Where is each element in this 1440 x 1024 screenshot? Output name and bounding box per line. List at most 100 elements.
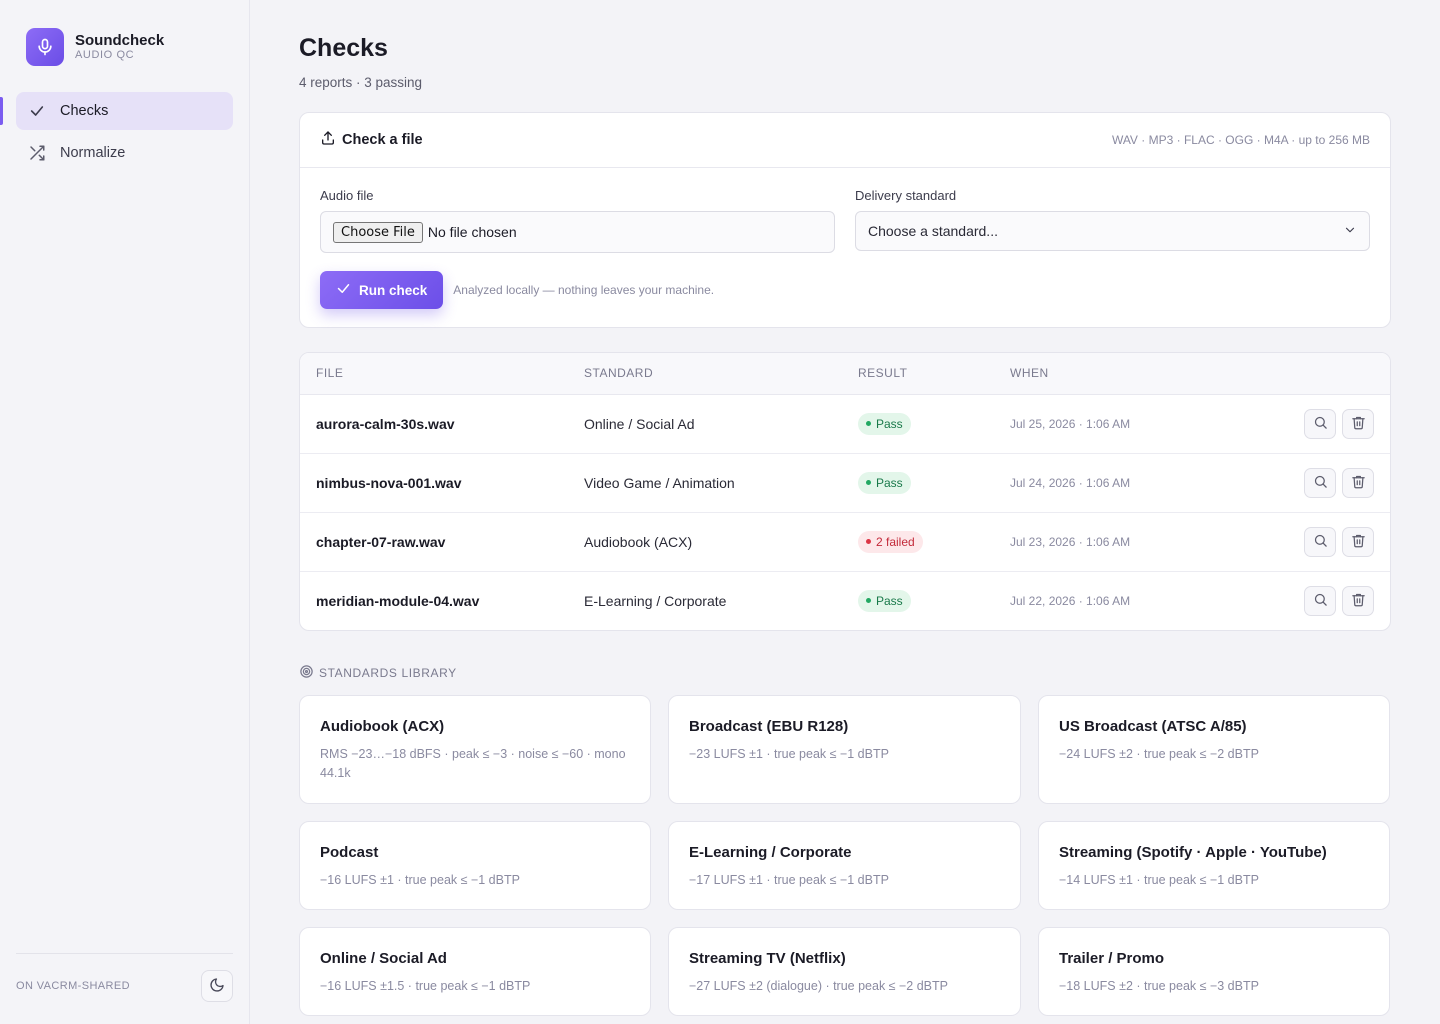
standard-card[interactable]: Streaming TV (Netflix) −27 LUFS ±2 (dial… [668,927,1021,1016]
standard-card[interactable]: Broadcast (EBU R128) −23 LUFS ±1 · true … [668,695,1021,804]
delivery-standard-label: Delivery standard [855,188,957,203]
run-check-label: Run check [359,282,428,298]
standard-card[interactable]: Audiobook (ACX) RMS −23…−18 dBFS · peak … [299,695,651,804]
standard-spec: −14 LUFS ±1 · true peak ≤ −1 dBTP [1059,873,1259,887]
row-timestamp: Jul 22, 2026 · 1:06 AM [1010,593,1131,608]
delivery-standard-value: Choose a standard... [868,223,998,239]
standard-card[interactable]: E-Learning / Corporate −17 LUFS ±1 · tru… [668,821,1021,910]
row-file-name: aurora-calm-30s.wav [300,394,584,454]
standard-spec: RMS −23…−18 dBFS · peak ≤ −3 · noise ≤ −… [320,747,626,781]
delete-report-button[interactable] [1342,467,1374,498]
standard-card[interactable]: Streaming (Spotify · Apple · YouTube) −1… [1038,821,1390,910]
search-icon [1313,533,1328,551]
standard-name: Audiobook (ACX) [320,718,445,735]
row-timestamp: Jul 24, 2026 · 1:06 AM [1010,453,1226,513]
delivery-standard-select[interactable]: Choose a standard... [855,211,1370,251]
row-file-name: chapter-07-raw.wav [300,512,584,572]
column-header-when: WHEN [1010,353,1226,395]
standard-card[interactable]: US Broadcast (ATSC A/85) −24 LUFS ±2 · t… [1038,695,1390,804]
app-name: Soundcheck [75,32,165,50]
audio-file-input[interactable]: Choose File No file chosen [320,211,835,253]
standard-name: US Broadcast (ATSC A/85) [1059,718,1247,735]
brand[interactable]: Soundcheck AUDIO QC [16,28,233,66]
standard-spec: −18 LUFS ±2 · true peak ≤ −3 dBTP [1059,979,1259,993]
file-status: No file chosen [427,224,517,240]
column-header-result: RESULT [858,353,1010,395]
search-icon [1313,474,1328,492]
status-badge-label: 2 failed [876,534,915,549]
chevron-down-icon [1343,223,1357,240]
row-timestamp: Jul 23, 2026 · 1:06 AM [1010,512,1226,572]
row-standard: Audiobook (ACX) [584,512,858,572]
check-file-header: Check a file WAV · MP3 · FLAC · OGG · M4… [300,113,1390,168]
status-badge-label: Pass [876,593,903,608]
standard-card[interactable]: Podcast −16 LUFS ±1 · true peak ≤ −1 dBT… [299,821,651,910]
standard-spec: −16 LUFS ±1 · true peak ≤ −1 dBTP [320,873,520,887]
table-header-row: FILE STANDARD RESULT WHEN [300,353,1390,395]
search-icon [1313,415,1328,433]
row-standard: Online / Social Ad [584,394,858,454]
microphone-icon [26,28,64,66]
trash-icon [1351,474,1366,492]
standard-name: Trailer / Promo [1059,950,1165,967]
check-file-title: Check a file [342,132,423,148]
privacy-hint: Analyzed locally — nothing leaves your m… [453,283,715,297]
standards-grid: Audiobook (ACX) RMS −23…−18 dBFS · peak … [299,695,1391,1016]
reports-table-card: FILE STANDARD RESULT WHEN aurora-calm-30… [299,352,1391,631]
page-title: Checks [299,34,388,62]
sidebar-nav: Checks Normalize [0,92,233,172]
main-content: Checks 4 reports · 3 passing Check a fil… [250,0,1440,1024]
view-report-button[interactable] [1304,526,1336,557]
environment-label: ON VACRM-SHARED [16,980,130,992]
row-standard: E-Learning / Corporate [584,592,727,609]
delete-report-button[interactable] [1342,526,1374,557]
run-check-button[interactable]: Run check [320,271,444,309]
standard-card[interactable]: Online / Social Ad −16 LUFS ±1.5 · true … [299,927,651,1016]
view-report-button[interactable] [1304,408,1336,439]
row-file-name: nimbus-nova-001.wav [300,453,584,513]
status-badge: Pass [858,471,911,494]
status-badge: Pass [858,589,911,612]
standard-spec: −23 LUFS ±1 · true peak ≤ −1 dBTP [689,747,889,761]
check-icon [28,102,46,120]
table-row: nimbus-nova-001.wav Video Game / Animati… [300,453,1390,513]
standard-spec: −27 LUFS ±2 (dialogue) · true peak ≤ −2 … [689,979,948,993]
column-header-standard: STANDARD [584,353,858,395]
theme-toggle-button[interactable] [201,970,233,1002]
standard-card[interactable]: Trailer / Promo −18 LUFS ±2 · true peak … [1038,927,1390,1016]
view-report-button[interactable] [1304,585,1336,616]
status-badge-label: Pass [876,475,903,490]
row-file-name: meridian-module-04.wav [316,592,480,609]
standard-name: Streaming TV (Netflix) [689,950,846,967]
delete-report-button[interactable] [1342,585,1374,616]
standard-spec: −16 LUFS ±1.5 · true peak ≤ −1 dBTP [320,979,531,993]
standard-name: Online / Social Ad [320,950,447,967]
table-row: meridian-module-04.wav E-Learning / Corp… [300,571,1390,630]
status-badge: Pass [858,412,911,435]
sidebar-item-normalize[interactable]: Normalize [16,134,233,172]
choose-file-button[interactable]: Choose File [333,221,423,243]
moon-icon [209,977,225,996]
standard-name: Streaming (Spotify · Apple · YouTube) [1059,844,1327,861]
row-timestamp: Jul 25, 2026 · 1:06 AM [1010,394,1226,454]
search-icon [1313,592,1328,610]
standards-library-title: STANDARDS LIBRARY [319,666,457,680]
sidebar-item-checks[interactable]: Checks [0,92,233,130]
sidebar-item-label: Normalize [60,145,126,161]
shuffle-icon [28,144,46,162]
delete-report-button[interactable] [1342,408,1374,439]
status-badge-label: Pass [876,416,903,431]
row-standard: Video Game / Animation [584,453,858,513]
sidebar-footer: ON VACRM-SHARED [16,953,233,1002]
trash-icon [1351,415,1366,433]
check-file-card: Check a file WAV · MP3 · FLAC · OGG · M4… [299,112,1391,328]
standard-spec: −17 LUFS ±1 · true peak ≤ −1 dBTP [689,873,889,887]
check-icon [336,281,351,299]
sidebar: Soundcheck AUDIO QC Checks Normalize [0,0,250,1024]
status-badge: 2 failed [858,530,923,553]
upload-icon [320,130,336,150]
standard-name: Broadcast (EBU R128) [689,718,849,735]
table-row: aurora-calm-30s.wav Online / Social Ad P… [300,394,1390,454]
view-report-button[interactable] [1304,467,1336,498]
standards-library-header: STANDARDS LIBRARY [299,664,1391,682]
